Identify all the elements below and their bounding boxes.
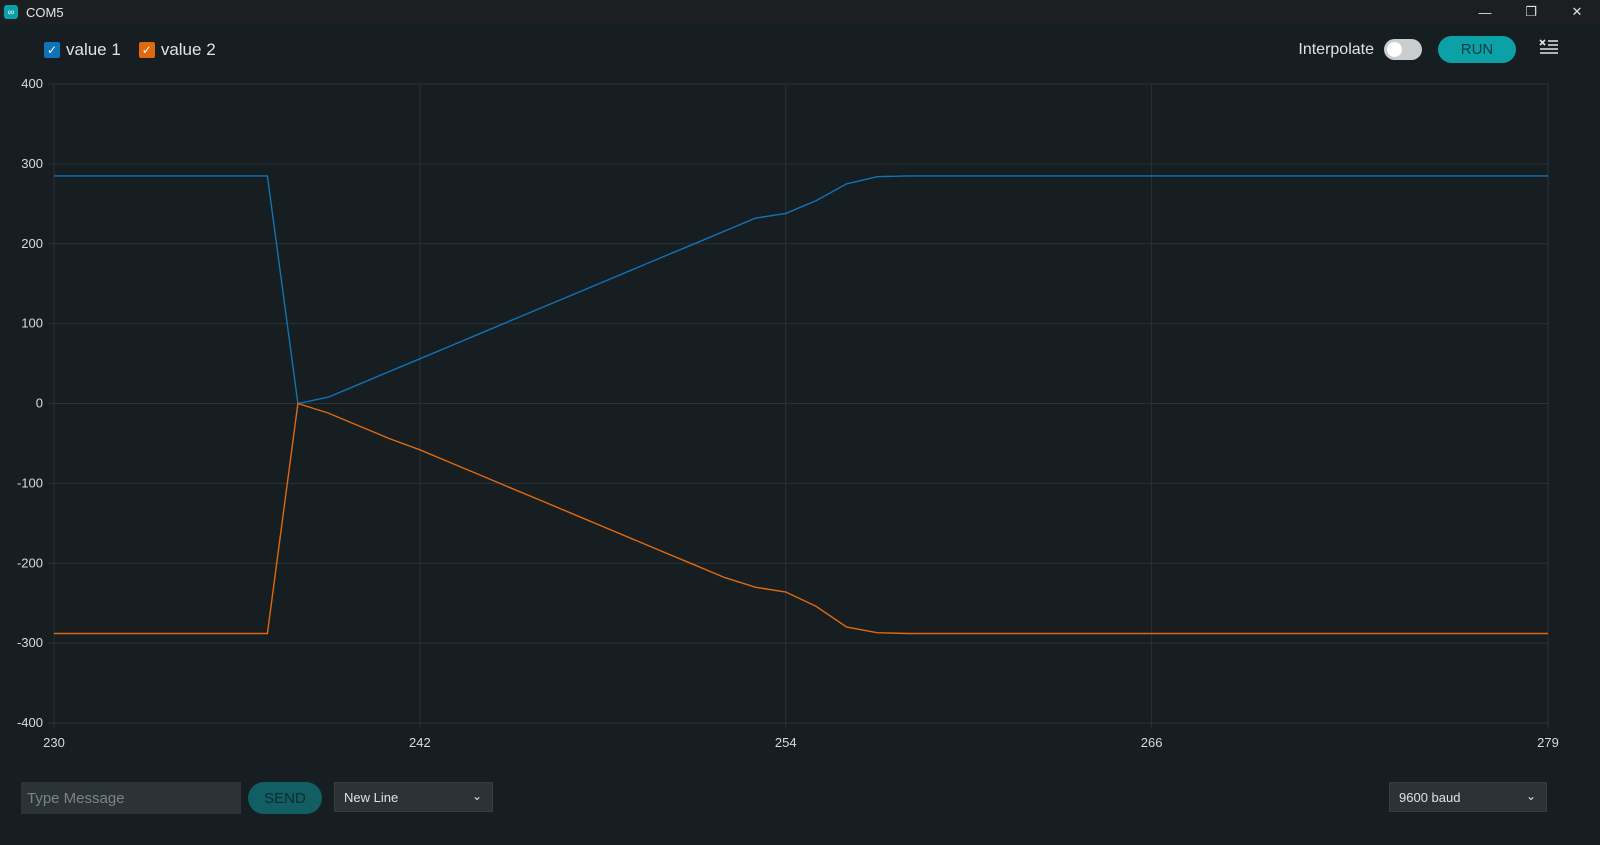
toggle-knob	[1387, 42, 1402, 57]
y-tick-label: 100	[21, 316, 43, 331]
minimize-icon: —	[1478, 4, 1492, 20]
close-button[interactable]: ✕	[1554, 0, 1600, 24]
interpolate-toggle[interactable]	[1384, 39, 1422, 60]
interpolate-label: Interpolate	[1298, 40, 1374, 58]
minimize-button[interactable]: —	[1462, 0, 1508, 24]
legend-item-value-2[interactable]: ✓ value 2	[138, 40, 216, 60]
y-tick-label: 400	[21, 76, 43, 91]
checkbox-checked-icon[interactable]: ✓	[138, 42, 155, 58]
checkbox-checked-icon[interactable]: ✓	[44, 42, 60, 58]
window-title: COM5	[26, 4, 64, 20]
x-tick-label: 230	[43, 735, 65, 750]
y-tick-label: 300	[21, 156, 43, 171]
legend-label: value 2	[160, 40, 216, 59]
message-input[interactable]	[21, 782, 241, 814]
clear-list-icon[interactable]	[1538, 38, 1560, 61]
y-tick-label: -400	[17, 715, 43, 730]
y-tick-label: -100	[17, 475, 43, 490]
send-button[interactable]: SEND	[248, 782, 322, 814]
plotter-toolbar: ✓ value 1 ✓ value 2 Interpolate RUN	[0, 24, 1600, 76]
legend-item-value-1[interactable]: ✓ value 1	[44, 40, 121, 60]
series-line	[54, 402, 1548, 635]
bottom-bar: SEND New Line ⌄ 9600 baud ⌄	[0, 782, 1600, 816]
line-ending-select[interactable]: New Line ⌄	[334, 782, 493, 812]
run-button[interactable]: RUN	[1438, 36, 1516, 63]
series-line	[54, 175, 1548, 405]
x-tick-label: 266	[1141, 735, 1163, 750]
restore-icon: ❐	[1525, 4, 1537, 19]
y-tick-label: -300	[17, 635, 43, 650]
baud-rate-value: 9600 baud	[1399, 789, 1461, 805]
y-tick-label: -200	[17, 555, 43, 570]
y-tick-label: 0	[36, 396, 43, 411]
title-bar: ∞ COM5 — ❐ ✕	[0, 0, 1600, 24]
y-tick-label: 200	[21, 236, 43, 251]
legend-label: value 1	[66, 40, 121, 59]
close-icon: ✕	[1571, 4, 1583, 19]
restore-button[interactable]: ❐	[1508, 0, 1554, 24]
x-tick-label: 254	[775, 735, 797, 750]
baud-rate-select[interactable]: 9600 baud ⌄	[1389, 782, 1547, 812]
arduino-app-icon: ∞	[4, 5, 18, 19]
x-tick-label: 279	[1537, 735, 1559, 750]
line-ending-value: New Line	[344, 789, 399, 805]
legend: ✓ value 1 ✓ value 2	[44, 40, 216, 60]
chevron-down-icon: ⌄	[1525, 789, 1536, 803]
chevron-down-icon: ⌄	[471, 789, 482, 803]
x-tick-label: 242	[409, 735, 431, 750]
